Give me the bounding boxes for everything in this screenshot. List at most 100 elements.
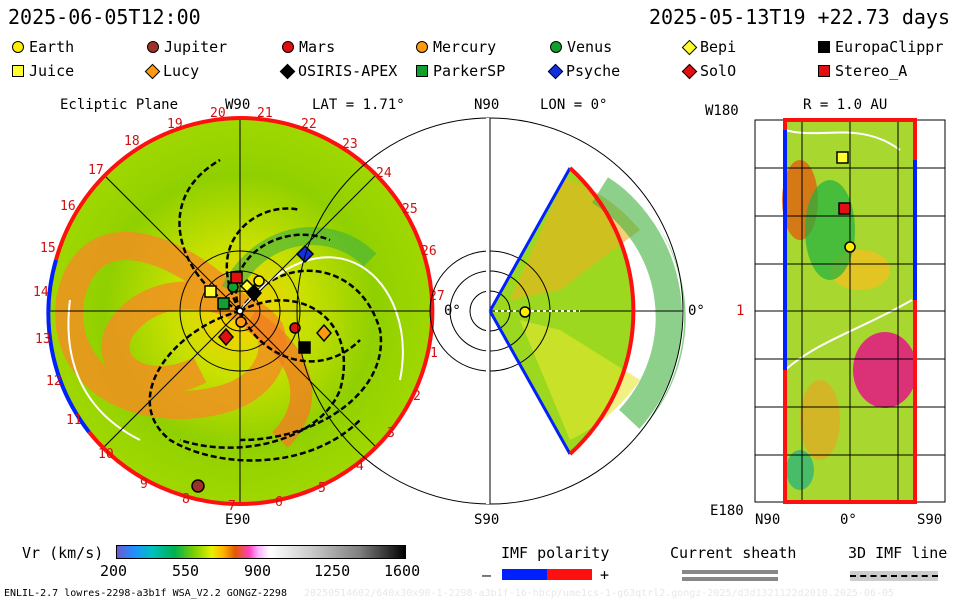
rot-label: 20: [210, 106, 226, 121]
mercury-marker: [235, 316, 247, 328]
colorbar-tick: 550: [172, 562, 200, 580]
current-sheath-title: Current sheath: [670, 544, 797, 562]
lat-label: LAT = 1.71°: [312, 97, 405, 113]
current-sheath-swatch-2: [682, 577, 778, 581]
legend-juice: Juice: [12, 62, 74, 80]
velocity-colorbar: [116, 545, 406, 559]
rot-label: 22: [301, 117, 317, 132]
legend-mars: Mars: [282, 38, 335, 56]
imf-positive-swatch: [547, 569, 592, 580]
lucy-marker: [316, 323, 332, 343]
rot-label: 16: [60, 199, 76, 214]
r-panel-top-label: W180: [705, 103, 739, 119]
meridional-top-label: N90: [474, 97, 500, 113]
psyche-marker: [295, 244, 315, 264]
meridional-plot: [296, 117, 686, 505]
rot-label: 25: [402, 202, 418, 217]
ecliptic-objects: [191, 244, 332, 493]
imf-minus: –: [482, 566, 492, 584]
rot-label: 15: [40, 241, 56, 256]
model-time: 2025-06-05T12:00: [8, 5, 201, 29]
jupiter-marker: [191, 479, 205, 493]
stereo-a-marker-r: [838, 202, 851, 215]
rot-label: 6: [275, 495, 283, 510]
europaclipper-marker: [298, 341, 311, 354]
parkersp-marker: [217, 297, 230, 310]
legend-solo: SolO: [681, 62, 736, 80]
circle-icon: [147, 41, 159, 53]
legend-bepi: Bepi: [681, 38, 736, 56]
colorbar-tick: 900: [244, 562, 272, 580]
rot-label: 18: [124, 134, 140, 149]
ecliptic-bottom-label: E90: [225, 512, 251, 528]
circle-icon: [550, 41, 562, 53]
ecliptic-top-label: W90: [225, 97, 251, 113]
legend-earth: Earth: [12, 38, 74, 56]
rot-label: 21: [257, 106, 273, 121]
imf-plus: +: [600, 566, 610, 584]
circle-icon: [416, 41, 428, 53]
rot-label: 5: [318, 481, 326, 496]
colorbar-tick: 200: [100, 562, 128, 580]
lon-label: LON = 0°: [540, 97, 608, 113]
solo-marker: [218, 327, 234, 347]
stereo-a-marker: [230, 271, 243, 284]
legend-psyche: Psyche: [547, 62, 620, 80]
rot-label: 3: [387, 426, 395, 441]
rot-label: 11: [66, 413, 82, 428]
legend-mercury: Mercury: [416, 38, 496, 56]
meridional-right-label: 0°: [688, 303, 705, 319]
rot-label: 24: [376, 166, 392, 181]
square-icon: [416, 65, 428, 77]
square-icon: [12, 65, 24, 77]
r-panel-title: R = 1.0 AU: [803, 97, 888, 113]
earth-marker-r: [844, 241, 856, 253]
bepi-marker: [239, 278, 255, 294]
rot-label: 8: [182, 492, 190, 507]
square-icon: [818, 41, 830, 53]
colorbar-tick: 1600: [384, 562, 421, 580]
rot-label: 19: [167, 117, 183, 132]
start-time-offset: 2025-05-13T19 +22.73 days: [648, 5, 950, 29]
r-panel-mid-label: 1: [736, 303, 745, 319]
legend-stereo-a: Stereo_A: [818, 62, 907, 80]
juice-marker: [204, 285, 217, 298]
imf-negative-swatch: [502, 569, 547, 580]
rot-label: 12: [46, 374, 62, 389]
earth-marker: [253, 275, 265, 287]
rot-label: 14: [33, 285, 49, 300]
juice-marker-r: [836, 151, 849, 164]
legend-lucy: Lucy: [144, 62, 199, 80]
r-panel-bottom-label: E180: [710, 503, 744, 519]
imf-line-title: 3D IMF line: [848, 544, 948, 562]
circle-icon: [12, 41, 24, 53]
imf-line-swatch: [850, 575, 938, 577]
rot-label: 10: [98, 447, 114, 462]
legend-parkersp: ParkerSP: [416, 62, 505, 80]
legend-osiris-apex: OSIRIS-APEX: [279, 62, 397, 80]
circle-icon: [282, 41, 294, 53]
rot-label: 2: [413, 389, 421, 404]
footer-run-path: 20250514602/640x30x90-1-2298-a3b1f-16-hb…: [304, 588, 895, 599]
meridional-bottom-label: S90: [474, 512, 500, 528]
rot-label: 9: [140, 477, 148, 492]
rot-label: 23: [342, 137, 358, 152]
rot-label: 17: [88, 163, 104, 178]
r-panel-x-mid: 0°: [840, 512, 857, 528]
imf-polarity-title: IMF polarity: [501, 544, 610, 562]
legend-venus: Venus: [550, 38, 612, 56]
r-panel-x-left: N90: [755, 512, 781, 528]
footer-run-info: ENLIL-2.7 lowres-2298-a3b1f WSA_V2.2 GON…: [4, 588, 287, 599]
rot-label: 26: [421, 244, 437, 259]
current-sheath-swatch-1: [682, 570, 778, 574]
earth-marker-meridional: [519, 306, 531, 318]
square-icon: [818, 65, 830, 77]
rot-label: 7: [228, 499, 236, 514]
r-panel-x-right: S90: [917, 512, 943, 528]
rot-label: 13: [35, 332, 51, 347]
carrington-labels: 19 20 21 22 23 24 25 26 27 1 2 3 4 5 6 7…: [33, 106, 445, 514]
r-panel-plot: [754, 118, 946, 504]
ecliptic-right-label: 0°: [444, 303, 461, 319]
legend-jupiter: Jupiter: [147, 38, 227, 56]
